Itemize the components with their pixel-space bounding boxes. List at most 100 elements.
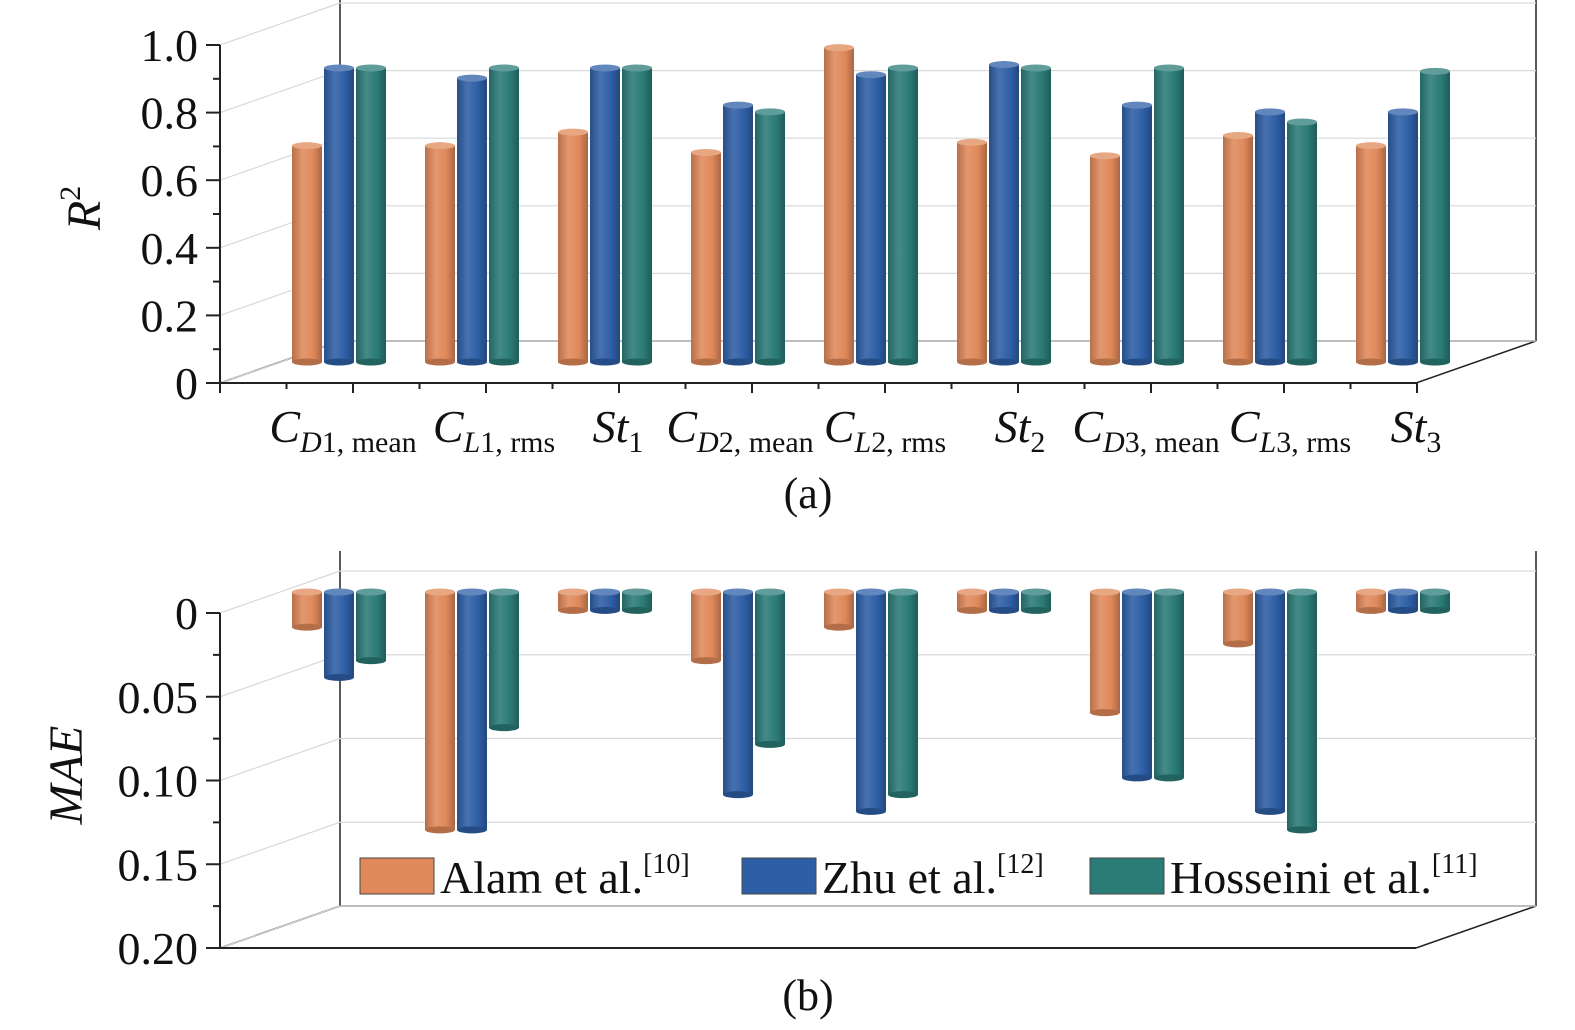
bar-base — [957, 606, 987, 614]
bar-base — [356, 657, 386, 665]
bar-body — [558, 132, 588, 362]
x-tick-label-sub: L — [1259, 426, 1277, 459]
bar-base — [1255, 358, 1285, 366]
bar-cap — [590, 64, 620, 72]
bar-alam — [1223, 132, 1253, 366]
chart-b-gridlines — [219, 570, 1536, 949]
bar-body — [989, 592, 1019, 611]
y-tick-label: 0.6 — [141, 155, 199, 206]
bar-alam — [1356, 588, 1386, 614]
bar-cap — [888, 64, 918, 72]
bar-alam — [1223, 588, 1253, 648]
bar-cap — [1255, 588, 1285, 596]
bar-base — [489, 358, 519, 366]
x-tick-label: CD3, mean — [1072, 401, 1219, 459]
grid-diagonal — [219, 654, 341, 698]
bar-body — [989, 64, 1019, 362]
bar-hosseini — [1154, 64, 1184, 366]
x-tick-label-sub: D — [1102, 426, 1125, 459]
bar-alam — [957, 138, 987, 366]
chart-a-y-axis-label-main: R — [58, 201, 111, 231]
bar-zhu — [1388, 588, 1418, 614]
chart-b-legend: Alam et al.[10] Zhu et al.[12] Hosseini et… — [359, 849, 1478, 903]
bar-body — [1356, 145, 1386, 362]
bar-cap — [856, 588, 886, 596]
chart-b-panel-label: (b) — [782, 971, 833, 1020]
bar-body — [1420, 592, 1450, 611]
bar-base — [1420, 358, 1450, 366]
bar-base — [1255, 807, 1285, 815]
bar-base — [888, 358, 918, 366]
legend-label-name: Hosseini et al. — [1170, 852, 1432, 903]
bar-base — [292, 623, 322, 631]
bar-cap — [489, 588, 519, 596]
bar-body — [1154, 592, 1184, 778]
bar-base — [457, 358, 487, 366]
bar-body — [457, 78, 487, 362]
bar-zhu — [856, 588, 886, 815]
bar-cap — [489, 64, 519, 72]
bar-cap — [1122, 101, 1152, 109]
bar-base — [590, 606, 620, 614]
bar-base — [755, 740, 785, 748]
bar-zhu — [856, 71, 886, 366]
bar-base — [1287, 826, 1317, 834]
bar-body — [425, 592, 455, 830]
bar-body — [723, 592, 753, 795]
x-tick-label-sub: 1 — [628, 426, 643, 459]
bar-cap — [723, 101, 753, 109]
bar-body — [1021, 592, 1051, 611]
bar-body — [1090, 155, 1120, 362]
bar-zhu — [989, 588, 1019, 614]
legend-swatch — [1089, 857, 1165, 895]
bar-cap — [691, 588, 721, 596]
bar-body — [489, 67, 519, 362]
x-tick-label-base: St — [1391, 401, 1428, 452]
grid-diagonal — [219, 737, 341, 782]
bar-alam — [425, 588, 455, 834]
y-tick-label: 0.20 — [118, 923, 199, 974]
bar-base — [856, 358, 886, 366]
y-tick-label: 0 — [175, 588, 198, 639]
grid-diagonal — [219, 2, 341, 46]
bar-cap — [457, 74, 487, 82]
x-tick-label-sub: L — [463, 426, 481, 459]
bar-alam — [1090, 588, 1120, 717]
legend-item: Zhu et al.[12] — [741, 849, 1044, 903]
y-tick-label: 0.2 — [141, 290, 199, 341]
legend-label: Zhu et al.[12] — [822, 849, 1044, 903]
bar-hosseini — [622, 64, 652, 366]
chart-a-bars — [292, 44, 1450, 366]
bar-body — [957, 142, 987, 362]
x-tick-label-sub: D — [696, 426, 719, 459]
bar-hosseini — [755, 588, 785, 748]
bar-body — [957, 592, 987, 611]
bar-base — [723, 791, 753, 799]
bar-hosseini — [356, 64, 386, 366]
legend-label-name: Alam et al. — [440, 852, 643, 903]
bar-body — [755, 592, 785, 745]
bar-base — [457, 826, 487, 834]
bar-cap — [989, 588, 1019, 596]
bar-cap — [856, 71, 886, 79]
bar-cap — [1287, 588, 1317, 596]
bar-base — [1223, 358, 1253, 366]
x-tick-label-base: C — [824, 401, 856, 452]
bar-base — [1356, 606, 1386, 614]
chart-a-gridlines — [219, 2, 1536, 384]
bar-body — [1356, 592, 1386, 611]
bar-hosseini — [1420, 588, 1450, 614]
bar-cap — [622, 64, 652, 72]
bar-base — [558, 358, 588, 366]
bar-hosseini — [755, 108, 785, 366]
x-tick-label-base: C — [1229, 401, 1261, 452]
bar-body — [1388, 111, 1418, 362]
bar-hosseini — [1287, 588, 1317, 834]
bar-base — [1420, 606, 1450, 614]
bar-cap — [1420, 67, 1450, 75]
bar-body — [824, 592, 854, 628]
bar-body — [755, 111, 785, 362]
chart-b-axes — [206, 612, 1416, 949]
y-tick-label: 0 — [175, 358, 198, 409]
y-tick-label: 0.15 — [118, 839, 199, 890]
